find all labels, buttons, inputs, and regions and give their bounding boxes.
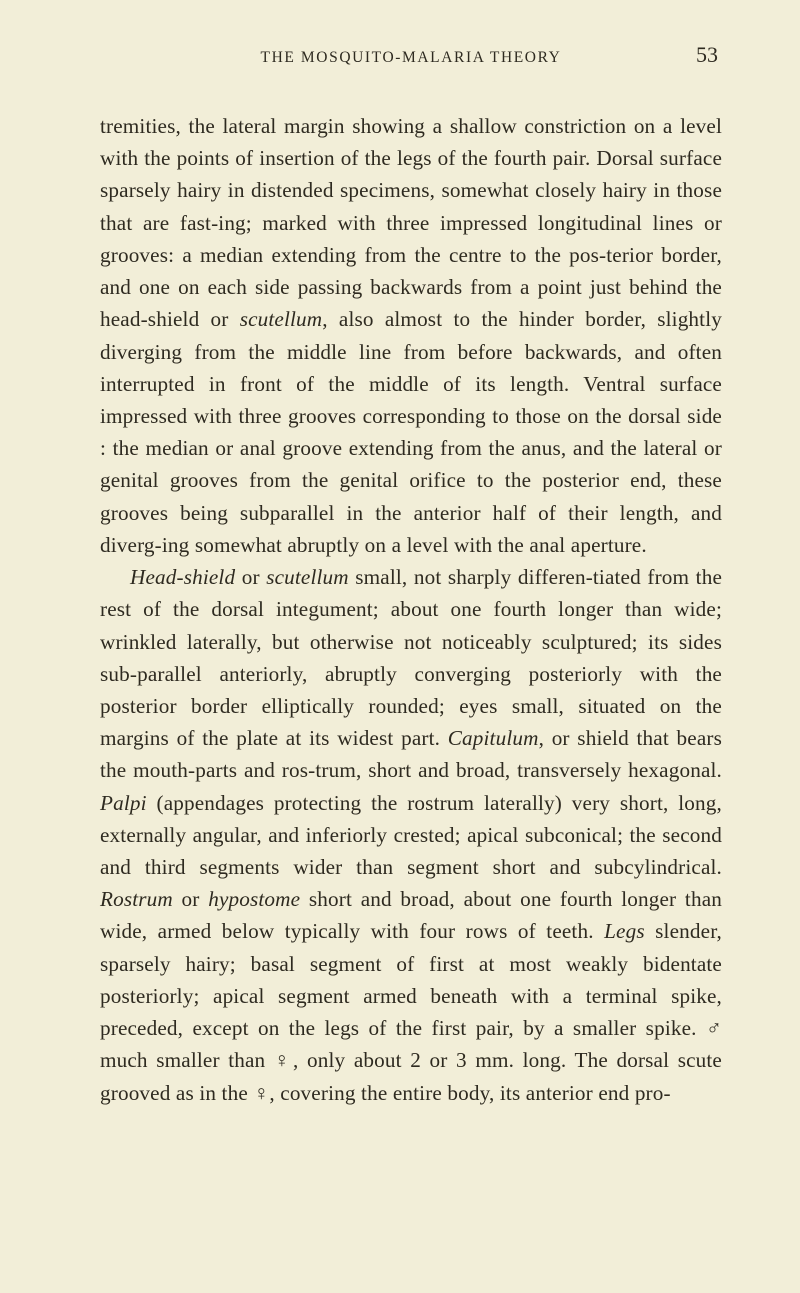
page-header: THE MOSQUITO-MALARIA THEORY 53 <box>100 42 722 68</box>
text-run: or <box>235 565 266 589</box>
text-run: slender, sparsely hairy; basal segment o… <box>100 919 722 1104</box>
italic-capitulum: Capitulum <box>448 726 539 750</box>
paragraph-1: tremities, the lateral margin showing a … <box>100 110 722 561</box>
italic-legs: Legs <box>604 919 645 943</box>
text-run: (appendages protecting the rostrum later… <box>100 791 722 879</box>
italic-head-shield: Head-shield <box>130 565 235 589</box>
text-run: small, not sharply differen-tiated from … <box>100 565 722 750</box>
text-run: or <box>173 887 208 911</box>
italic-palpi: Palpi <box>100 791 147 815</box>
italic-scutellum-2: scutellum <box>266 565 349 589</box>
page-number: 53 <box>668 42 718 68</box>
paragraph-2: Head-shield or scutellum small, not shar… <box>100 561 722 1109</box>
body-text: tremities, the lateral margin showing a … <box>100 110 722 1109</box>
italic-rostrum: Rostrum <box>100 887 173 911</box>
italic-scutellum: scutellum <box>240 307 323 331</box>
text-run: , also almost to the hinder border, slig… <box>100 307 722 557</box>
text-run: tremities, the lateral margin showing a … <box>100 114 722 331</box>
running-title: THE MOSQUITO-MALARIA THEORY <box>154 49 668 67</box>
italic-hypostome: hypostome <box>208 887 300 911</box>
